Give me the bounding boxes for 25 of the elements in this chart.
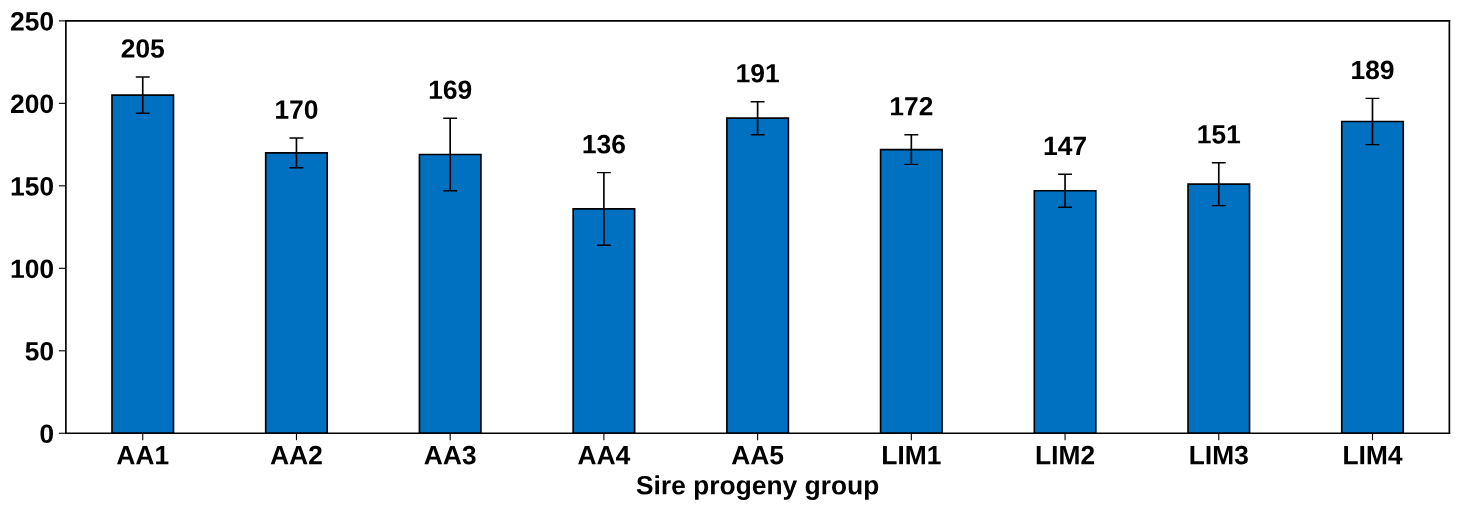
x-tick-label: AA1 [117, 446, 169, 465]
x-axis-title: Sire progeny group [636, 475, 879, 500]
x-tick-label: LIM1 [883, 446, 941, 465]
y-tick-label: 100 [11, 259, 53, 279]
data-label: 191 [737, 63, 779, 83]
x-tick-label: AA5 [731, 446, 784, 465]
data-label: 172 [890, 96, 933, 116]
data-label: 205 [121, 39, 165, 58]
x-tick-label: AA4 [578, 446, 631, 465]
y-tick-label: 50 [25, 341, 53, 361]
x-tick-label: LIM4 [1344, 446, 1403, 465]
data-label: 170 [276, 100, 318, 119]
x-tick-label: AA2 [270, 445, 322, 465]
x-tick-label: AA3 [424, 445, 476, 465]
y-tick-label: 200 [10, 94, 53, 114]
y-tick-label: 250 [10, 12, 53, 31]
data-label: 189 [1352, 60, 1394, 80]
y-tick-label: 0 [40, 424, 53, 444]
x-tick-label: LIM2 [1036, 445, 1095, 465]
y-tick-label: 150 [11, 176, 53, 196]
data-label: 136 [583, 134, 625, 154]
x-tick-label: LIM3 [1190, 445, 1248, 465]
data-label: 169 [429, 80, 472, 100]
data-label: 147 [1044, 136, 1086, 155]
data-label: 151 [1198, 125, 1241, 144]
